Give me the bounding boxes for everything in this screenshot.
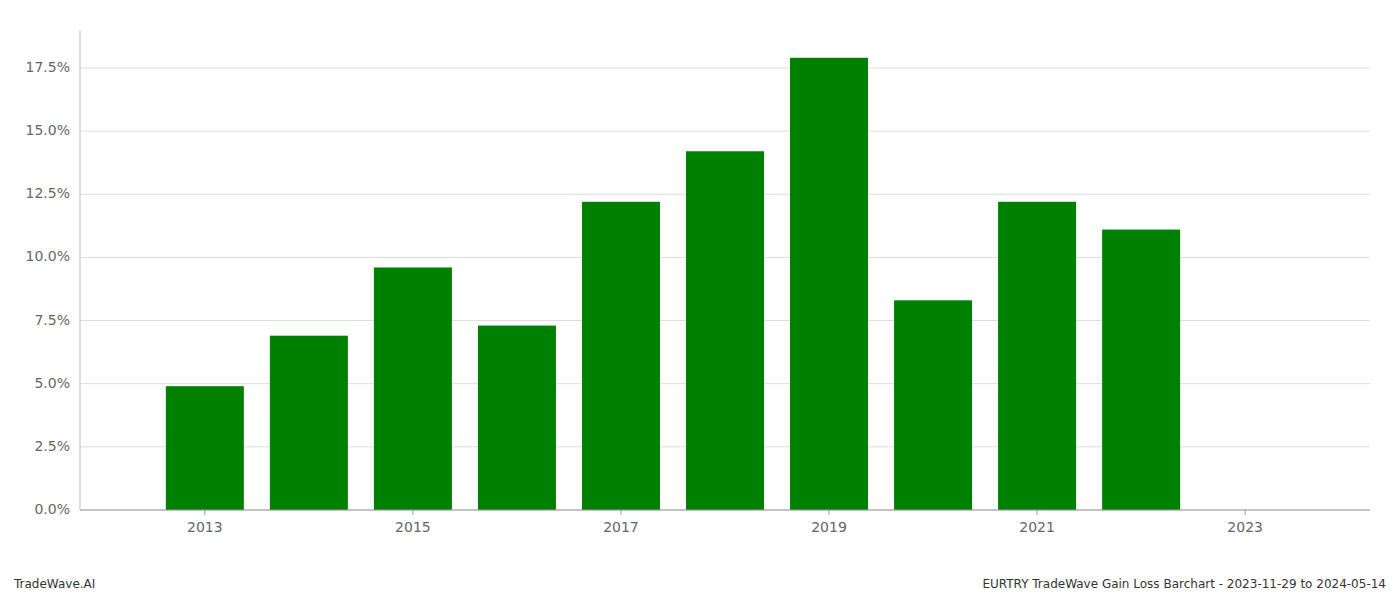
x-tick-label: 2017 <box>603 519 639 535</box>
bars <box>166 58 1180 510</box>
footer-text: TradeWave.AI <box>13 577 95 591</box>
annotations: TradeWave.AI EURTRY TradeWave Gain Loss B… <box>13 577 1386 591</box>
y-tick-label: 7.5% <box>34 312 70 328</box>
grid-line <box>80 510 1370 511</box>
x-tick <box>1037 510 1038 515</box>
x-tick-label: 2013 <box>187 519 223 535</box>
x-tick <box>204 510 205 515</box>
x-tick <box>1245 510 1246 515</box>
y-axis: 0.0% 2.5% 5.0% 7.5% 10.0% 12.5% 15.0% 17.5% <box>26 30 80 517</box>
x-tick-label: 2023 <box>1227 519 1263 535</box>
grid-line <box>80 67 1370 68</box>
bar <box>582 202 660 510</box>
x-tick <box>412 510 413 515</box>
y-tick-label: 17.5% <box>26 59 70 75</box>
y-tick-label: 0.0% <box>34 501 70 517</box>
x-tick <box>620 510 621 515</box>
bar <box>166 386 244 510</box>
y-tick-label: 15.0% <box>26 122 70 138</box>
bar <box>998 202 1076 510</box>
y-tick-label: 12.5% <box>26 185 70 201</box>
chart: 0.0% 2.5% 5.0% 7.5% 10.0% 12.5% 15.0% 17.5% 2013… <box>0 0 1400 600</box>
y-axis-line <box>80 30 81 510</box>
x-tick-label: 2015 <box>395 519 431 535</box>
bar <box>374 267 452 510</box>
y-tick-label: 5.0% <box>34 375 70 391</box>
bar <box>790 58 868 510</box>
x-axis-line <box>80 510 1370 511</box>
x-tick <box>829 510 830 515</box>
grid <box>80 68 1370 510</box>
grid-line <box>80 131 1370 132</box>
x-axis: 2013 2015 2017 2019 2021 2023 <box>80 510 1370 535</box>
bar <box>270 336 348 510</box>
x-tick-label: 2019 <box>811 519 847 535</box>
bar <box>478 326 556 510</box>
y-tick-label: 2.5% <box>34 438 70 454</box>
bar <box>686 151 764 510</box>
bar <box>894 300 972 510</box>
y-tick-label: 10.0% <box>26 248 70 264</box>
x-tick-label: 2021 <box>1019 519 1055 535</box>
footer-text: EURTRY TradeWave Gain Loss Barchart - 20… <box>982 577 1386 591</box>
bar <box>1102 230 1180 510</box>
